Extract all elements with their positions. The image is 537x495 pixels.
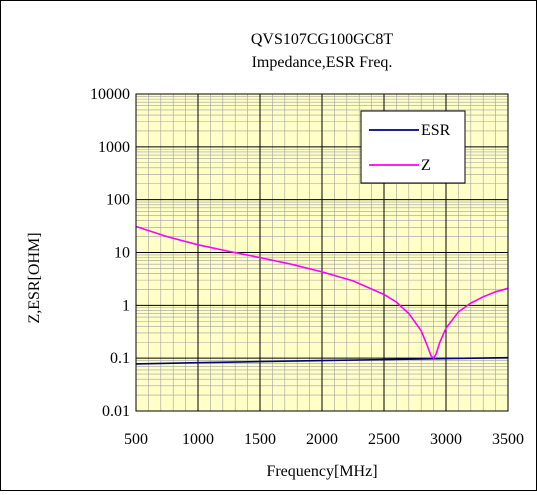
series-line-z [135, 225, 509, 360]
chart-subtitle: Impedance,ESR Freq. [252, 54, 393, 71]
x-tick-label: 1500 [244, 431, 276, 448]
x-tick-label: 500 [124, 431, 148, 448]
legend-box [360, 110, 466, 184]
x-tick-label: 2000 [306, 431, 338, 448]
y-axis-label: Z,ESR[OHM] [26, 232, 43, 323]
y-tick-label: 10 [114, 245, 130, 262]
x-tick-label: 1000 [182, 431, 214, 448]
y-tick-label: 100 [106, 192, 130, 209]
y-tick-label: 10000 [90, 86, 130, 103]
x-tick-label: 3500 [492, 431, 524, 448]
x-tick-label: 3000 [430, 431, 462, 448]
legend-label-z: Z [421, 157, 431, 174]
y-tick-label: 0.1 [110, 350, 130, 367]
x-tick-label: 2500 [368, 431, 400, 448]
series-line-esr [135, 356, 509, 365]
y-tick-label: 1 [122, 297, 130, 314]
y-tick-label: 0.01 [102, 403, 130, 420]
chart-title: QVS107CG100GC8T [251, 31, 393, 48]
x-axis-label: Frequency[MHz] [266, 463, 377, 480]
legend-label-esr: ESR [421, 122, 451, 139]
plot-border [135, 93, 509, 412]
y-tick-label: 1000 [98, 139, 130, 156]
